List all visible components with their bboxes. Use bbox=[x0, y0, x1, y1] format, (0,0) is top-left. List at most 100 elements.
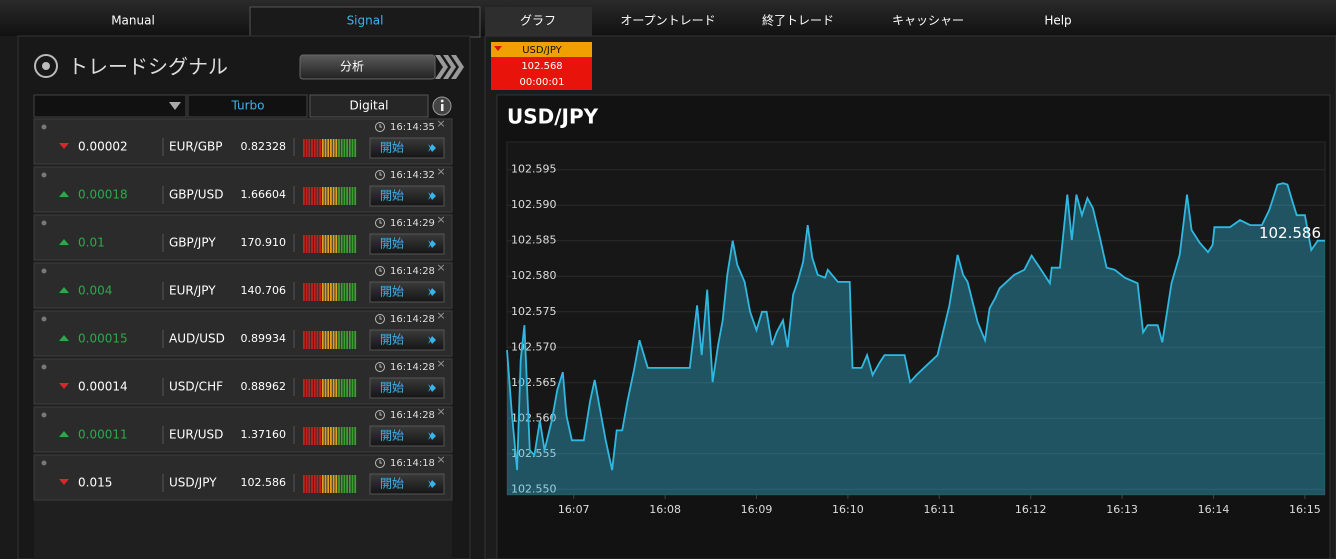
asset-tab-head[interactable] bbox=[491, 42, 592, 57]
x-tick-label: 16:08 bbox=[649, 503, 681, 516]
close-icon[interactable]: × bbox=[436, 213, 445, 226]
start-chevron bbox=[428, 432, 436, 440]
strength-bar bbox=[332, 235, 335, 253]
signal-tab-bg bbox=[249, 6, 481, 38]
close-icon[interactable]: × bbox=[436, 357, 445, 370]
start-label[interactable]: 開始 bbox=[380, 285, 404, 299]
start-label[interactable]: 開始 bbox=[380, 477, 404, 491]
close-icon[interactable]: × bbox=[436, 165, 445, 178]
strength-bar bbox=[346, 283, 348, 301]
graph-tab-bg bbox=[485, 7, 592, 36]
signal-price: 140.706 bbox=[241, 284, 287, 297]
start-label[interactable]: 開始 bbox=[380, 381, 404, 395]
start-button[interactable] bbox=[369, 281, 445, 303]
info-i bbox=[441, 104, 444, 111]
strength-bar bbox=[338, 379, 340, 397]
strength-bar bbox=[313, 379, 316, 397]
clock-icon bbox=[375, 266, 385, 276]
filter-dropdown[interactable] bbox=[33, 94, 187, 118]
strength-bar bbox=[354, 283, 357, 301]
start-label[interactable]: 開始 bbox=[380, 429, 404, 443]
analyze-label[interactable]: 分析 bbox=[340, 60, 364, 74]
filter-label[interactable]: Turbo bbox=[230, 99, 264, 113]
strength-bar bbox=[335, 283, 338, 301]
nav-item[interactable]: グラフ bbox=[520, 14, 556, 28]
nav-item[interactable]: Manual bbox=[111, 14, 155, 28]
nav-item[interactable]: Help bbox=[1044, 14, 1071, 28]
filter-turbo[interactable] bbox=[187, 94, 308, 118]
strength-bar bbox=[330, 427, 332, 445]
strength-bar bbox=[319, 379, 321, 397]
nav-item[interactable]: 終了トレード bbox=[762, 13, 834, 28]
clock-hands bbox=[379, 172, 382, 176]
start-label[interactable]: 開始 bbox=[380, 141, 404, 155]
start-button[interactable] bbox=[369, 233, 445, 255]
start-button[interactable] bbox=[369, 137, 445, 159]
strength-bar bbox=[303, 235, 305, 253]
strength-bar bbox=[343, 331, 346, 349]
strength-bar bbox=[338, 187, 340, 205]
clock-hands bbox=[379, 316, 382, 320]
strength-bar bbox=[338, 475, 340, 493]
strength-bar bbox=[319, 475, 321, 493]
signal-price: 0.82328 bbox=[241, 140, 287, 153]
strength-bar bbox=[305, 379, 308, 397]
start-button[interactable] bbox=[369, 473, 445, 495]
start-label[interactable]: 開始 bbox=[380, 189, 404, 203]
strength-bar bbox=[332, 283, 335, 301]
start-chevron bbox=[428, 384, 436, 392]
strength-bar bbox=[308, 331, 311, 349]
asset-timer: 00:00:01 bbox=[520, 77, 565, 88]
strength-bar bbox=[313, 139, 316, 157]
strength-bar bbox=[308, 379, 311, 397]
nav-item[interactable]: キャッシャー bbox=[892, 14, 964, 28]
strength-bar bbox=[308, 187, 311, 205]
strength-bar bbox=[303, 283, 305, 301]
filter-label[interactable]: Digital bbox=[350, 99, 389, 113]
strength-bar bbox=[321, 283, 324, 301]
strength-bar bbox=[321, 139, 324, 157]
start-label[interactable]: 開始 bbox=[380, 237, 404, 251]
strength-bar bbox=[330, 475, 332, 493]
strength-bar bbox=[351, 283, 354, 301]
start-chevron bbox=[428, 288, 436, 296]
close-icon[interactable]: × bbox=[436, 261, 445, 274]
start-button[interactable] bbox=[369, 425, 445, 447]
row-dot bbox=[41, 268, 47, 274]
start-button[interactable] bbox=[369, 377, 445, 399]
nav-item[interactable]: Signal bbox=[347, 14, 384, 28]
signal-time: 16:14:29 bbox=[390, 218, 435, 229]
close-icon[interactable]: × bbox=[436, 309, 445, 322]
row-dot bbox=[41, 364, 47, 370]
strength-bar bbox=[354, 187, 357, 205]
start-button[interactable] bbox=[369, 185, 445, 207]
close-icon[interactable]: × bbox=[436, 405, 445, 418]
close-icon[interactable]: × bbox=[436, 453, 445, 466]
start-button[interactable] bbox=[369, 329, 445, 351]
start-chevron bbox=[428, 144, 436, 152]
strength-bar bbox=[316, 235, 319, 253]
y-tick-label: 102.565 bbox=[511, 376, 557, 389]
analyze-button[interactable] bbox=[299, 54, 436, 80]
strength-bar bbox=[348, 235, 351, 253]
strength-bar bbox=[332, 331, 335, 349]
signal-change: 0.00014 bbox=[78, 380, 128, 394]
close-icon[interactable]: × bbox=[436, 117, 445, 130]
strength-bar bbox=[348, 283, 351, 301]
signal-pair: EUR/GBP bbox=[169, 140, 223, 154]
strength-bar bbox=[308, 427, 311, 445]
filter-digital[interactable] bbox=[309, 94, 429, 118]
strength-bar bbox=[327, 475, 330, 493]
strength-bar bbox=[305, 331, 308, 349]
signal-time: 16:14:28 bbox=[390, 314, 435, 325]
asset-pair[interactable]: USD/JPY bbox=[522, 45, 562, 56]
signal-change: 0.004 bbox=[78, 284, 112, 298]
strength-bar bbox=[348, 427, 351, 445]
strength-bar bbox=[311, 187, 313, 205]
start-label[interactable]: 開始 bbox=[380, 333, 404, 347]
nav-item[interactable]: オープントレード bbox=[620, 14, 715, 28]
strength-bar bbox=[311, 379, 313, 397]
strength-bar bbox=[313, 475, 316, 493]
row-dot bbox=[41, 172, 47, 178]
